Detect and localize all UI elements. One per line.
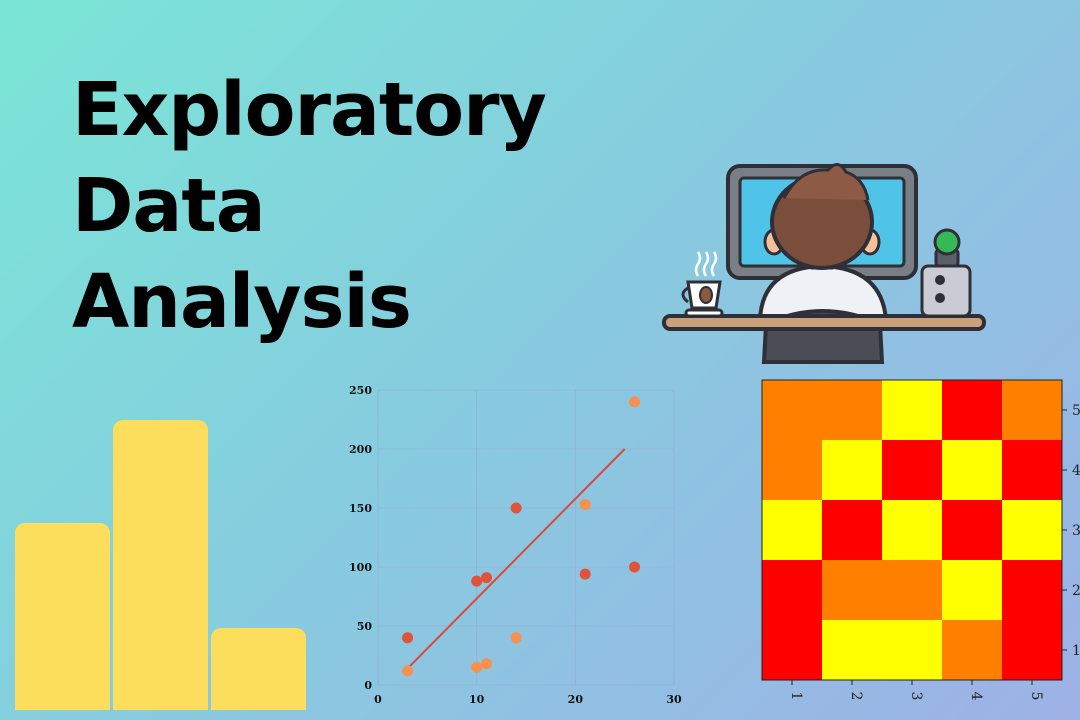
- bar-3: [211, 627, 306, 710]
- coffee-cup-icon: [681, 251, 724, 318]
- heatmap-cell: [762, 620, 822, 680]
- heatmap-x-tick-label: 3: [908, 692, 924, 701]
- point-orange: [629, 396, 641, 408]
- heatmap-cell: [822, 440, 882, 500]
- heatmap-y-tick-label: 1: [1072, 643, 1080, 659]
- heatmap-cell: [942, 560, 1002, 620]
- speaker-icon: [920, 264, 972, 318]
- title-line-2: Data: [72, 163, 266, 249]
- heatmap-cell: [762, 560, 822, 620]
- point-orange: [510, 632, 522, 644]
- point-orange: [481, 658, 493, 670]
- bar-chart: [15, 400, 315, 710]
- scatter-chart: 0 50 100 150 200 250 0 10 20 30: [349, 384, 682, 706]
- heatmap-cell: [762, 500, 822, 560]
- plant-icon: [933, 228, 961, 268]
- point-orange: [471, 661, 483, 673]
- heatmap-cell: [1002, 380, 1062, 440]
- heatmap-cell: [1002, 620, 1062, 680]
- bar-1: [15, 522, 110, 710]
- x-tick-label: 10: [469, 693, 485, 706]
- y-tick-label: 50: [357, 620, 373, 633]
- y-tick-label: 200: [349, 443, 372, 456]
- y-tick-label: 100: [349, 561, 372, 574]
- heatmap-cell: [882, 380, 942, 440]
- heatmap-cell: [942, 380, 1002, 440]
- heatmap-y-tick-label: 5: [1072, 403, 1080, 419]
- point-red: [471, 575, 483, 587]
- heatmap-cell: [762, 440, 822, 500]
- point-red: [579, 568, 591, 580]
- heatmap-cell: [822, 620, 882, 680]
- point-red: [510, 502, 522, 514]
- heatmap-cell: [882, 440, 942, 500]
- point-orange: [402, 665, 414, 677]
- heatmap-cell: [942, 620, 1002, 680]
- point-red: [629, 561, 641, 573]
- bar-2: [113, 420, 208, 710]
- point-orange: [579, 498, 591, 510]
- x-tick-label: 30: [666, 693, 682, 706]
- heatmap-cell: [882, 500, 942, 560]
- heatmap-cell: [942, 440, 1002, 500]
- heatmap-cell: [762, 380, 822, 440]
- point-red: [481, 572, 493, 584]
- heatmap-y-tick-label: 4: [1072, 463, 1080, 479]
- heatmap-cell: [1002, 560, 1062, 620]
- heatmap-cell: [882, 560, 942, 620]
- y-tick-label: 250: [349, 384, 372, 397]
- heatmap-y-tick-label: 3: [1072, 523, 1080, 539]
- heatmap-cell: [1002, 440, 1062, 500]
- y-tick-label: 150: [349, 502, 372, 515]
- heatmap-chart: 1 2 3 4 5 1 2 3 4 5: [761, 379, 1080, 701]
- heatmap-cell: [882, 620, 942, 680]
- heatmap-cell: [822, 500, 882, 560]
- title-line-3: Analysis: [72, 259, 412, 345]
- heatmap-x-tick-label: 2: [848, 692, 864, 701]
- heatmap-y-tick-label: 2: [1072, 583, 1080, 599]
- heatmap-x-tick-label: 5: [1028, 692, 1044, 701]
- heatmap-cell: [822, 380, 882, 440]
- heatmap-cell: [1002, 500, 1062, 560]
- page-title: Exploratory Data Analysis: [72, 62, 547, 350]
- heatmap-cell: [822, 560, 882, 620]
- x-tick-label: 20: [568, 693, 584, 706]
- heatmap-x-tick-label: 4: [968, 692, 984, 701]
- point-red: [402, 632, 414, 644]
- heatmap-cell: [942, 500, 1002, 560]
- trend-line: [406, 448, 626, 670]
- x-tick-label: 0: [374, 693, 382, 706]
- person-at-computer-illustration: [662, 163, 986, 364]
- title-line-1: Exploratory: [72, 67, 547, 153]
- y-tick-label: 0: [364, 679, 372, 692]
- heatmap-x-tick-label: 1: [788, 692, 804, 701]
